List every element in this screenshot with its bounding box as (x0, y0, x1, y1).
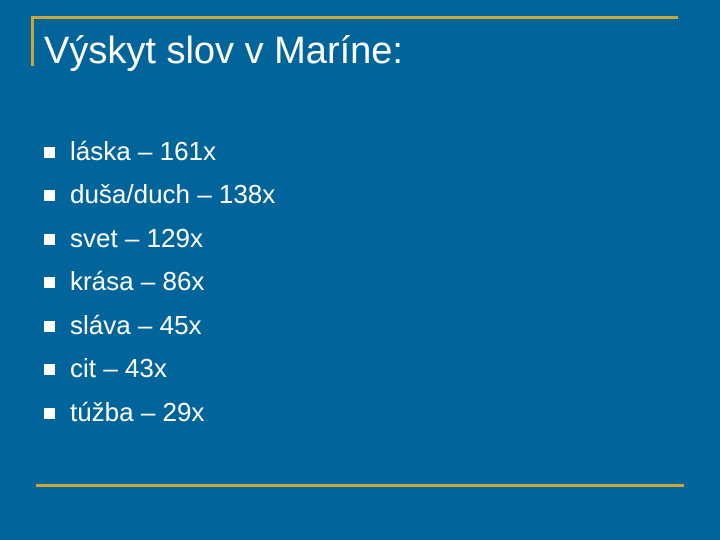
list-item-text: sláva – 45x (70, 309, 202, 340)
list-item-text: duša/duch – 138x (70, 179, 276, 210)
square-bullet-icon (44, 190, 55, 202)
list-item-text: krása – 86x (70, 266, 205, 297)
list-item: sláva – 45x (44, 303, 275, 347)
list-item: cit – 43x (44, 347, 275, 391)
square-bullet-icon (44, 407, 55, 419)
bottom-divider-line (36, 484, 684, 487)
square-bullet-icon (44, 233, 55, 245)
list-item-text: cit – 43x (70, 353, 167, 384)
word-frequency-list: láska – 161x duša/duch – 138x svet – 129… (44, 129, 275, 434)
list-item: krása – 86x (44, 260, 275, 304)
square-bullet-icon (44, 146, 55, 158)
list-item-text: túžba – 29x (70, 396, 205, 427)
square-bullet-icon (44, 277, 55, 289)
list-item-text: svet – 129x (70, 222, 203, 253)
list-item: svet – 129x (44, 216, 275, 260)
square-bullet-icon (44, 320, 55, 332)
list-item-text: láska – 161x (70, 135, 216, 166)
title-frame-left-line (31, 16, 34, 66)
slide-title: Výskyt slov v Maríne: (44, 30, 403, 72)
list-item: túžba – 29x (44, 390, 275, 434)
title-frame-top-line (31, 16, 678, 19)
list-item: duša/duch – 138x (44, 173, 275, 217)
square-bullet-icon (44, 364, 55, 376)
list-item: láska – 161x (44, 129, 275, 173)
